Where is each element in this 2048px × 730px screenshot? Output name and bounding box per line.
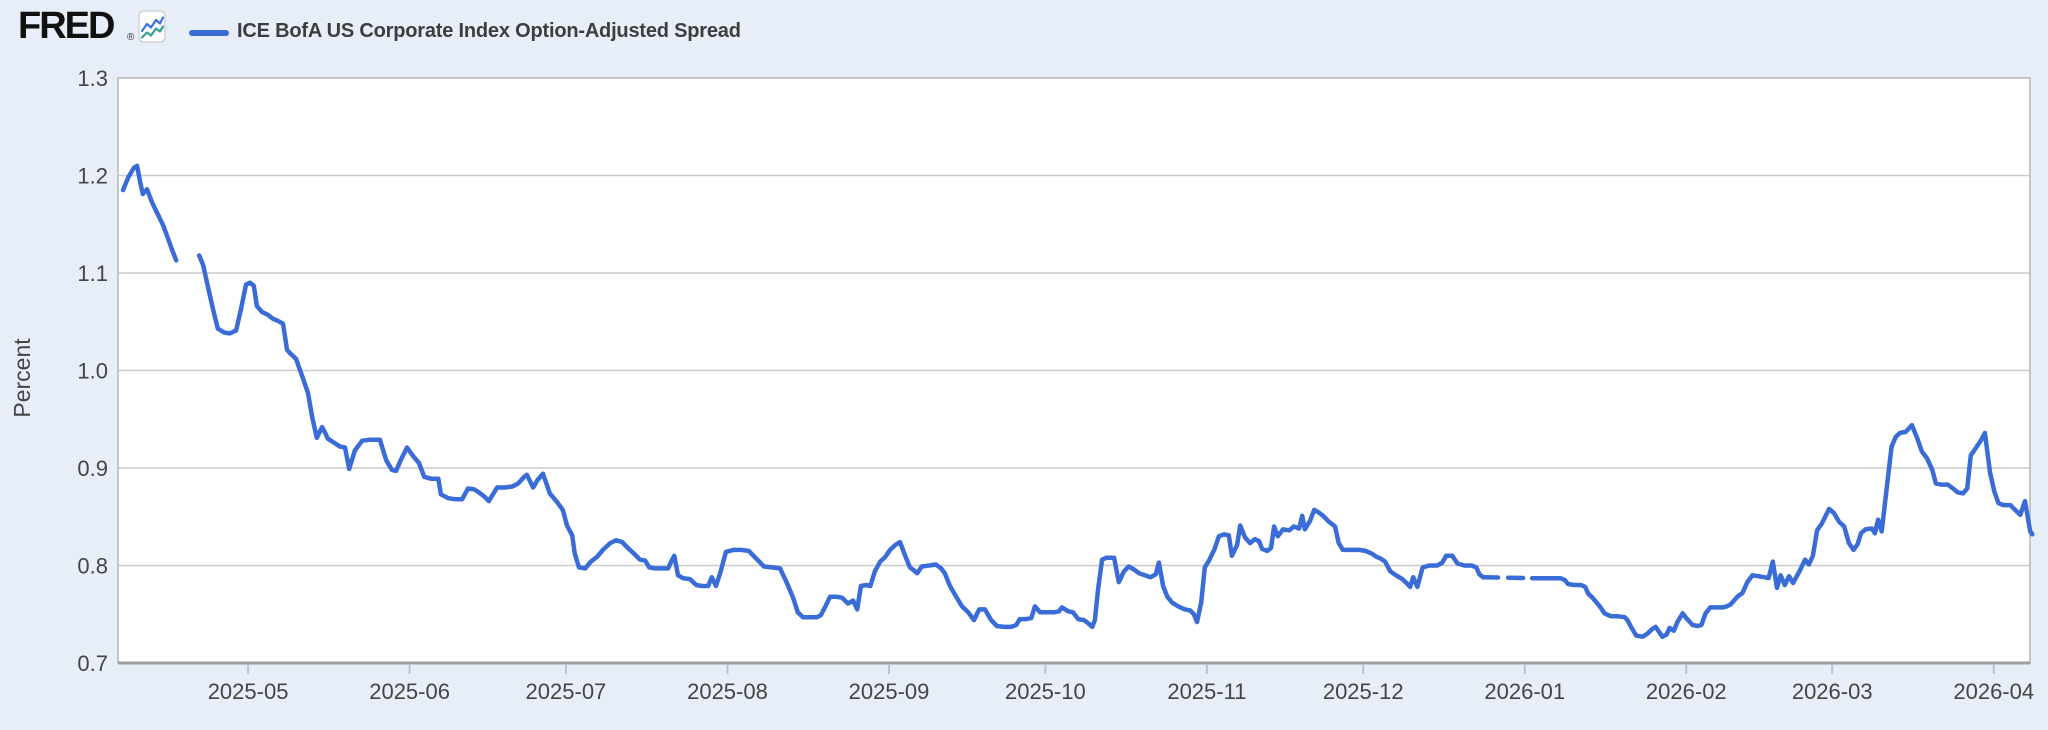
svg-text:0.8: 0.8 xyxy=(77,554,108,579)
svg-text:2026-01: 2026-01 xyxy=(1484,679,1565,704)
legend-line-swatch xyxy=(189,30,229,36)
svg-text:1.1: 1.1 xyxy=(77,261,108,286)
svg-text:2025-08: 2025-08 xyxy=(687,679,768,704)
svg-text:2026-03: 2026-03 xyxy=(1792,679,1873,704)
svg-text:Percent: Percent xyxy=(9,338,35,418)
fred-logo[interactable]: FRED xyxy=(18,5,115,47)
svg-text:2025-09: 2025-09 xyxy=(849,679,930,704)
svg-text:1.0: 1.0 xyxy=(77,359,108,384)
svg-text:1.2: 1.2 xyxy=(77,164,108,189)
legend-series-label: ICE BofA US Corporate Index Option-Adjus… xyxy=(237,20,741,42)
registered-trademark: ® xyxy=(127,32,135,43)
svg-text:0.7: 0.7 xyxy=(77,651,108,676)
svg-text:2025-11: 2025-11 xyxy=(1167,679,1246,704)
svg-text:2025-07: 2025-07 xyxy=(526,679,607,704)
svg-text:0.9: 0.9 xyxy=(77,456,108,481)
svg-text:1.3: 1.3 xyxy=(77,66,108,91)
svg-text:2025-10: 2025-10 xyxy=(1005,679,1086,704)
svg-text:2026-04: 2026-04 xyxy=(1953,679,2034,704)
svg-text:2026-02: 2026-02 xyxy=(1646,679,1727,704)
svg-text:2025-12: 2025-12 xyxy=(1323,679,1404,704)
svg-text:2025-05: 2025-05 xyxy=(208,679,289,704)
svg-text:2025-06: 2025-06 xyxy=(369,679,450,704)
line-chart-icon xyxy=(138,10,166,48)
